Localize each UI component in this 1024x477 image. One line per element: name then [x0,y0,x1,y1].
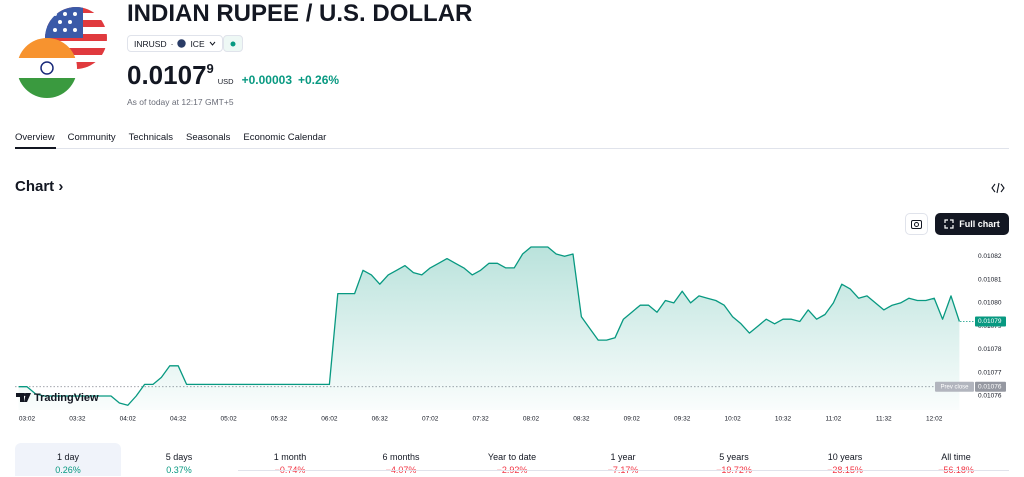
x-tick-label: 04:32 [170,416,187,423]
range-cell[interactable]: 6 months −4.07% [348,443,454,476]
x-tick-label: 10:32 [775,416,792,423]
expand-icon [944,219,954,229]
y-tick-label: 0.01081 [978,276,1002,283]
y-tick-label: 0.01080 [978,300,1002,307]
x-tick-label: 04:02 [120,416,137,423]
range-period: 1 day [56,452,80,462]
tab[interactable]: Seasonals [186,132,231,143]
price-chart: 0.01076 0.01077 0.01078 0.01079 0.01080 0.010… [15,246,1006,423]
symbol-chip[interactable]: INRUSD · ICE [127,35,223,52]
range-change: 0.26% [55,465,81,475]
price-line [18,246,961,406]
prev-close-name: Prev close [940,384,969,390]
last-value-tag [975,316,1006,327]
x-tick-label: 07:32 [472,416,489,423]
tab[interactable]: Technicals [128,132,173,143]
chevron: › [54,178,64,195]
range-period: 10 years [827,452,863,462]
range-cell[interactable]: Year to date −2.92% [459,443,565,476]
exchange-icon [177,39,187,48]
x-tick-label: 09:02 [624,416,641,423]
currency: USD [217,77,234,86]
range-cell[interactable]: All time −56.18% [903,443,1009,476]
x-tick-label: 09:32 [674,416,691,423]
exchange: ICE [190,38,205,49]
range-period: 1 year [610,452,636,462]
full-chart-button[interactable]: Full chart [935,213,1009,235]
prev-close-tag [935,381,974,392]
x-tick-label: 08:02 [523,416,540,423]
watermark-logo [16,393,31,402]
x-tick-label: 12:02 [926,416,943,423]
x-tick-label: 03:32 [69,416,86,423]
chevron [209,41,215,46]
x-tick-label: 06:32 [372,416,389,423]
range-period: Year to date [487,452,537,462]
section-title-text: Chart [15,178,55,195]
tab[interactable]: Community [67,132,116,143]
status-dot [230,41,236,46]
y-tick-label: 0.01082 [978,253,1002,260]
snapshot-button[interactable] [905,213,928,235]
range-period: 5 years [719,452,749,462]
range-cell[interactable]: 1 year −7.17% [570,443,676,476]
prev-close-value: 0.01076 [978,383,1002,390]
range-cell[interactable]: 5 years −19.72% [681,443,787,476]
tab[interactable]: Overview [15,132,55,143]
x-tick-label: 05:32 [271,416,288,423]
range-cell[interactable]: 5 days 0.37% [126,443,232,476]
currency-flags [17,7,107,98]
price-last-digit: 9 [206,61,214,76]
section-title[interactable]: Chart › [15,178,63,195]
as-of: As of today at 12:17 GMT+5 [127,97,234,107]
x-tick-label: 06:02 [321,416,338,423]
y-tick-label: 0.01077 [978,369,1002,376]
watermark-dot [23,393,27,396]
range-period: 5 days [165,452,193,462]
y-tick-label: 0.01078 [978,346,1002,353]
range-period: 1 month [273,452,307,462]
symbol: INRUSD [134,38,167,49]
y-tick-label: 0.01076 [978,393,1002,400]
range-cell[interactable]: 1 day 0.26% [15,443,121,476]
performance-ranges: 1 day 0.26% 5 days 0.37% 1 month −0.74% 6 mont… [15,443,1014,476]
x-tick-label: 07:02 [422,416,439,423]
range-period: 6 months [382,452,420,462]
tabs: Overview Community Technicals Seasonals Econ… [15,132,326,143]
x-tick-label: 08:32 [573,416,590,423]
tab[interactable]: Economic Calendar [243,132,327,143]
x-tick-label: 03:02 [19,416,36,423]
range-divider [238,470,1009,471]
change-percent: +0.26% [298,73,340,87]
range-cell[interactable]: 10 years −28.15% [792,443,898,476]
active-tab-underline [15,147,56,149]
area-fill [18,247,960,410]
range-period: All time [941,452,971,462]
x-tick-label: 10:02 [724,416,741,423]
symbol-title: INDIAN RUPEE / U.S. DOLLAR [127,0,473,27]
full-chart-label: Full chart [959,219,1000,229]
range-change: 0.37% [166,465,192,475]
x-tick-label: 11:32 [876,416,892,423]
x-tick-label: 05:02 [220,416,237,423]
range-cell[interactable]: 1 month −0.74% [237,443,343,476]
price-row: 0.0107 9 USD +0.00003 +0.26% [127,60,345,91]
separator: · [170,38,174,49]
x-tick-label: 11:02 [826,416,842,423]
watermark-text: TradingView [34,392,99,404]
watermark: TradingView [16,392,99,404]
camera-icon [911,220,922,229]
last-value-label: 0.01079 [978,318,1002,325]
change: +0.00003 [241,73,292,87]
price: 0.0107 [127,60,207,90]
embed-icon[interactable] [991,182,1005,194]
prev-close-value-tag [975,381,1006,392]
tab-divider [15,148,1009,149]
market-status[interactable] [223,35,243,52]
